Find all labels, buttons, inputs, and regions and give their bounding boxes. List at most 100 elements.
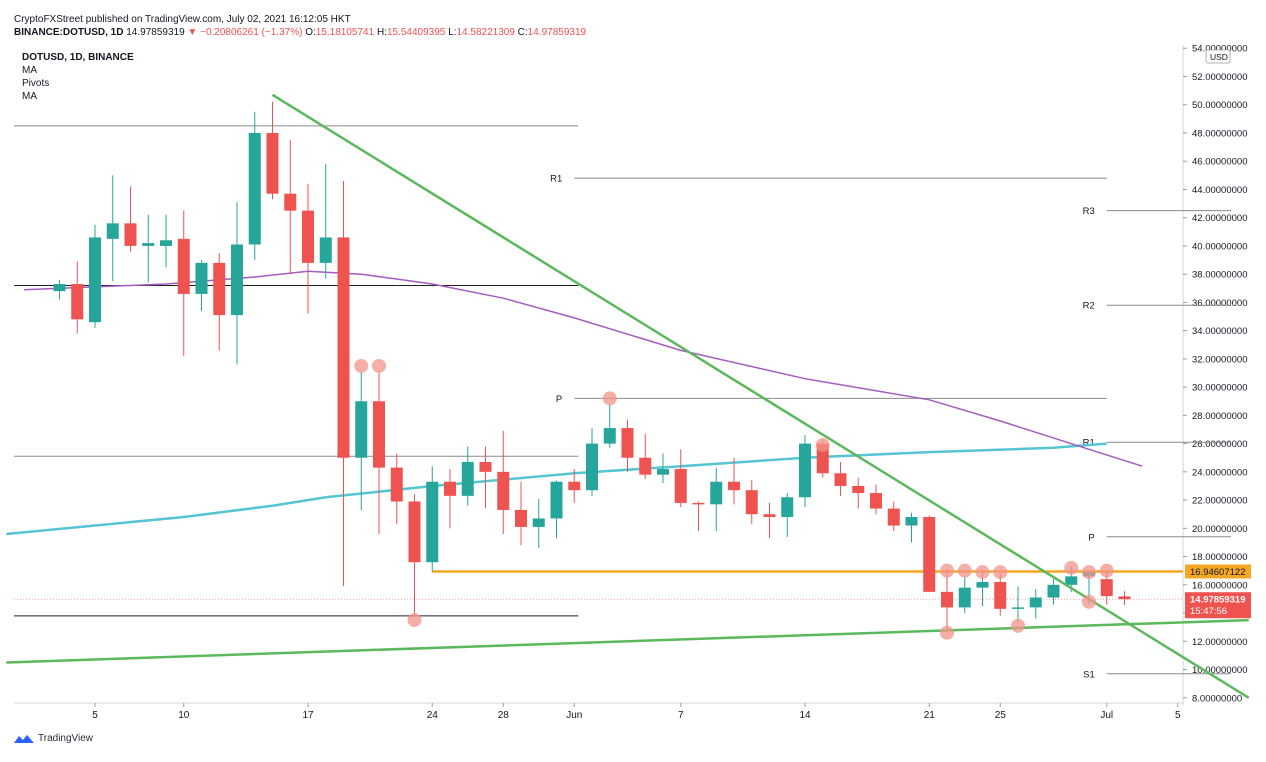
- candle-body: [337, 237, 350, 458]
- highlight-marker: [1011, 618, 1025, 633]
- highlight-marker: [940, 625, 954, 640]
- candle-body: [390, 467, 403, 502]
- candle-body: [728, 481, 740, 491]
- candle-body: [355, 401, 368, 458]
- candle: [461, 446, 474, 506]
- candle-body: [781, 497, 794, 518]
- candle-body: [1012, 607, 1024, 609]
- price-tick-label: 50.00000000: [1192, 100, 1247, 111]
- legend-title[interactable]: DOTUSD, 1D, BINANCE: [22, 52, 134, 63]
- price-tick-label: 54.00000000: [1192, 44, 1247, 55]
- markers: [354, 358, 1114, 640]
- candle: [284, 140, 297, 275]
- candle-body: [532, 518, 545, 527]
- candle-body: [905, 517, 918, 526]
- candle: [1118, 591, 1131, 605]
- last-price-value: 14.97859319: [126, 27, 185, 38]
- candle: [603, 404, 616, 448]
- down-arrow-icon: ▼: [187, 27, 198, 38]
- price-tick-label: 18.00000000: [1192, 552, 1247, 563]
- candle: [710, 467, 723, 532]
- candle-body: [1100, 579, 1113, 597]
- price-axis[interactable]: 54.00000000 52.00000000 50.00000000 48.0000…: [1182, 44, 1247, 705]
- price-tick-label: 52.00000000: [1192, 72, 1247, 83]
- highlight-marker: [815, 438, 830, 453]
- legend-ma-slow[interactable]: MA: [22, 91, 37, 102]
- time-tick-label: 14: [799, 710, 811, 721]
- candle: [89, 224, 101, 328]
- candle: [479, 446, 492, 509]
- symbol-label: BINANCE:DOTUSD, 1D: [14, 27, 124, 38]
- chart-legend: DOTUSD, 1D, BINANCE MA Pivots MA: [22, 51, 134, 103]
- candle: [958, 576, 971, 614]
- candle: [124, 186, 137, 252]
- candle-body: [976, 581, 989, 588]
- candle: [1047, 579, 1060, 605]
- candle-body: [799, 443, 811, 498]
- price-tick-label: 16.00000000: [1192, 580, 1247, 591]
- time-tick-label: 5: [1175, 710, 1181, 721]
- candle: [444, 469, 456, 529]
- highlight-marker: [1082, 565, 1096, 580]
- time-tick-label: Jun: [566, 710, 582, 721]
- candle: [532, 498, 545, 549]
- price-tick-label: 8.00000000: [1192, 693, 1242, 704]
- candle: [177, 210, 190, 357]
- publisher-line: CryptoFXStreet published on TradingView.…: [14, 14, 351, 25]
- price-tick-label: 32.00000000: [1192, 354, 1247, 365]
- tradingview-logo[interactable]: TradingView: [14, 733, 93, 744]
- pivot-label: P: [556, 394, 562, 405]
- open-value: 15.18105741: [315, 27, 375, 38]
- price-tick-label: 48.00000000: [1192, 128, 1247, 139]
- highlight-marker: [1082, 594, 1096, 609]
- candle-body: [1047, 584, 1060, 598]
- candle: [426, 466, 439, 573]
- candle: [834, 461, 847, 496]
- time-tick-label: 7: [678, 710, 684, 721]
- pivot-label: S1: [1083, 669, 1095, 680]
- tradingview-logo-icon: [14, 734, 34, 743]
- time-tick-label: 24: [427, 710, 439, 721]
- candle: [390, 453, 403, 525]
- candle-body: [1118, 596, 1131, 600]
- candle-body: [479, 461, 492, 472]
- candle: [994, 573, 1007, 616]
- horizontal-lines: [14, 125, 1183, 617]
- highlight-marker: [940, 563, 954, 578]
- candle-body: [958, 587, 971, 608]
- candle-body: [994, 581, 1007, 609]
- candle-body: [373, 401, 385, 468]
- candle: [728, 457, 740, 505]
- tradingview-brand: TradingView: [38, 733, 94, 744]
- candle-body: [1029, 597, 1042, 608]
- candles: [53, 101, 1131, 632]
- candle-body: [550, 481, 563, 519]
- candle-body: [603, 428, 616, 444]
- legend-pivots[interactable]: Pivots: [22, 78, 50, 89]
- candle-body: [745, 490, 758, 515]
- candle-body: [231, 244, 243, 316]
- candle-body: [195, 262, 208, 294]
- trendlines: [6, 93, 1250, 699]
- candle-body: [426, 481, 439, 563]
- candle-body: [444, 481, 456, 496]
- candle: [674, 449, 687, 508]
- time-tick-label: 5: [92, 710, 98, 721]
- time-tick-label: 17: [302, 710, 314, 721]
- time-tick-label: 25: [995, 710, 1007, 721]
- candle-body: [515, 509, 527, 527]
- candle: [745, 480, 758, 525]
- candle: [160, 214, 172, 268]
- legend-ma-fast[interactable]: MA: [22, 65, 37, 76]
- candle-body: [887, 508, 900, 526]
- candle: [799, 435, 811, 508]
- time-axis[interactable]: 5 10 17 24 28 Jun 7 14 21 25 Jul 5: [14, 702, 1183, 721]
- candle: [941, 569, 953, 632]
- low-label: L:: [448, 27, 457, 38]
- candle: [213, 252, 226, 351]
- candle-body: [834, 473, 847, 486]
- price-tick-label: 34.00000000: [1192, 326, 1247, 337]
- last-price-tag: [1185, 592, 1251, 619]
